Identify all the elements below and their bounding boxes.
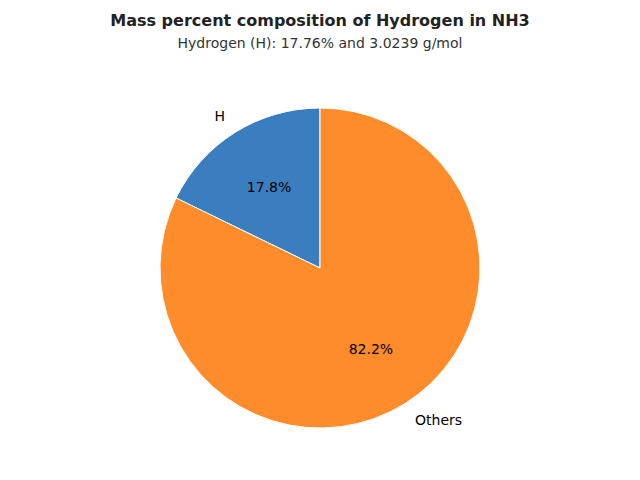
chart-subtitle: Hydrogen (H): 17.76% and 3.0239 g/mol xyxy=(178,35,463,51)
data-label: 17.8% xyxy=(247,179,291,195)
data-label: 82.2% xyxy=(349,341,393,357)
slice-label: Others xyxy=(415,412,462,428)
pie-group xyxy=(160,108,480,428)
label-group: H Others 17.8% 82.2% xyxy=(214,108,462,428)
chart-title: Mass percent composition of Hydrogen in … xyxy=(110,11,529,30)
chart-svg: Mass percent composition of Hydrogen in … xyxy=(0,0,640,480)
slice-label: H xyxy=(214,108,225,124)
pie-slice xyxy=(160,108,480,428)
chart-container: Mass percent composition of Hydrogen in … xyxy=(0,0,640,480)
